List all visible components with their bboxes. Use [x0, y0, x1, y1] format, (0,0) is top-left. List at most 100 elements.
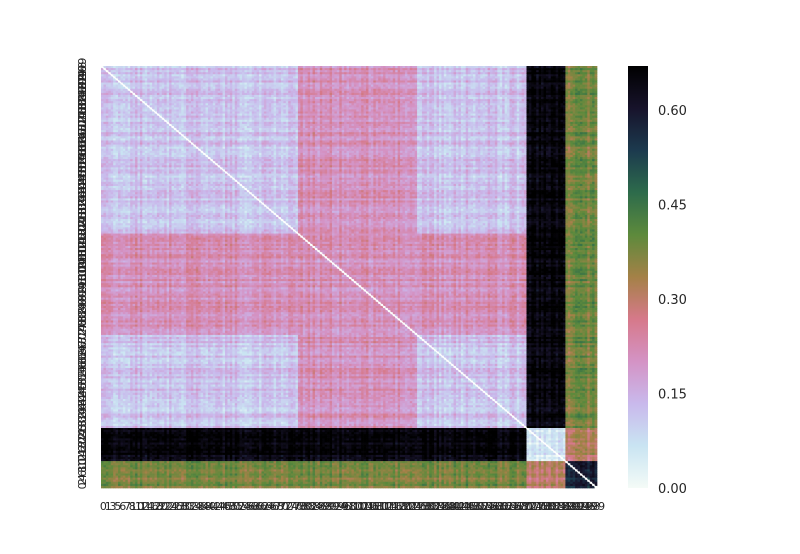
heatmap-cell	[203, 66, 206, 69]
heatmap-cell	[125, 109, 129, 112]
heatmap-cell	[120, 70, 124, 73]
heatmap-cell	[305, 86, 309, 90]
heatmap-cell	[266, 76, 270, 79]
heatmap-cell	[380, 82, 384, 85]
heatmap-cell	[485, 80, 488, 83]
heatmap-cell	[485, 99, 488, 102]
heatmap-cell	[176, 74, 180, 77]
heatmap-cell	[322, 86, 326, 90]
heatmap-cell	[207, 86, 211, 90]
heatmap-cell	[207, 113, 211, 116]
heatmap-cell	[249, 88, 253, 92]
heatmap-cell	[533, 80, 537, 83]
heatmap-cell	[336, 111, 340, 114]
heatmap-cell	[514, 94, 518, 98]
heatmap-cell	[550, 68, 554, 71]
heatmap-cell	[159, 84, 163, 88]
heatmap-cell	[125, 105, 129, 108]
heatmap-cell	[368, 92, 372, 96]
heatmap-cell	[188, 94, 192, 98]
heatmap-cell	[222, 74, 226, 77]
heatmap-cell	[297, 76, 301, 79]
heatmap-cell	[176, 90, 180, 94]
heatmap-cell	[251, 90, 255, 94]
heatmap-cell	[259, 97, 262, 100]
heatmap-cell	[251, 105, 255, 108]
heatmap-cell	[550, 103, 554, 106]
heatmap-cell	[363, 109, 367, 112]
heatmap-cell	[429, 86, 433, 90]
heatmap-cell	[198, 90, 202, 94]
heatmap-cell	[356, 84, 360, 88]
heatmap-cell	[392, 82, 396, 85]
heatmap-cell	[225, 88, 228, 92]
heatmap-cell	[305, 111, 309, 114]
heatmap-cell	[329, 94, 333, 98]
heatmap-cell	[188, 105, 192, 108]
heatmap-cell	[173, 101, 177, 104]
heatmap-cell	[572, 84, 576, 88]
heatmap-cell	[105, 82, 109, 85]
heatmap-cell	[319, 115, 323, 119]
heatmap-cell	[370, 92, 374, 96]
heatmap-cell	[312, 90, 316, 94]
heatmap-cell	[560, 70, 564, 73]
heatmap-cell	[210, 76, 214, 79]
heatmap-cell	[446, 107, 450, 110]
heatmap-cell	[101, 82, 104, 85]
heatmap-cell	[519, 99, 522, 102]
heatmap-cell	[166, 90, 170, 94]
heatmap-cell	[543, 107, 547, 110]
heatmap-cell	[567, 90, 571, 94]
heatmap-cell	[567, 80, 571, 83]
heatmap-cell	[256, 115, 260, 119]
heatmap-cell	[400, 84, 403, 88]
heatmap-cell	[507, 90, 510, 94]
heatmap-cell	[519, 113, 522, 116]
heatmap-cell	[215, 105, 219, 108]
heatmap-cell	[570, 74, 574, 77]
heatmap-cell	[458, 103, 462, 106]
heatmap-cell	[448, 92, 452, 96]
heatmap-cell	[210, 74, 214, 77]
heatmap-cell	[424, 103, 428, 106]
heatmap-cell	[307, 107, 311, 110]
heatmap-cell	[271, 99, 274, 102]
heatmap-cell	[297, 90, 301, 94]
heatmap-cell	[577, 94, 581, 98]
heatmap-cell	[132, 97, 136, 100]
heatmap-cell	[392, 105, 396, 108]
heatmap-cell	[317, 66, 321, 69]
heatmap-cell	[193, 90, 197, 94]
heatmap-cell	[533, 101, 537, 104]
heatmap-cell	[463, 107, 467, 110]
heatmap-cell	[285, 109, 289, 112]
heatmap-cell	[302, 66, 306, 69]
heatmap-cell	[524, 84, 527, 88]
heatmap-cell	[351, 90, 355, 94]
heatmap-cell	[541, 74, 544, 77]
heatmap-cell	[514, 88, 518, 92]
heatmap-cell	[266, 72, 270, 75]
heatmap-cell	[477, 68, 481, 71]
heatmap-cell	[132, 115, 136, 119]
heatmap-cell	[572, 66, 576, 69]
heatmap-cell	[312, 105, 316, 108]
heatmap-cell	[156, 72, 160, 75]
heatmap-cell	[548, 78, 552, 81]
heatmap-cell	[118, 84, 121, 88]
heatmap-cell	[186, 94, 189, 98]
heatmap-cell	[511, 86, 515, 90]
heatmap-cell	[161, 78, 165, 81]
heatmap-cell	[560, 109, 564, 112]
heatmap-cell	[127, 103, 131, 106]
heatmap-cell	[234, 111, 238, 114]
heatmap-cell	[536, 97, 539, 100]
heatmap-cell	[341, 68, 345, 71]
heatmap-cell	[137, 72, 141, 75]
heatmap-cell	[351, 92, 355, 96]
heatmap-cell	[511, 94, 515, 98]
heatmap-cell	[137, 105, 141, 108]
heatmap-cell	[378, 101, 381, 104]
heatmap-cell	[322, 70, 326, 73]
